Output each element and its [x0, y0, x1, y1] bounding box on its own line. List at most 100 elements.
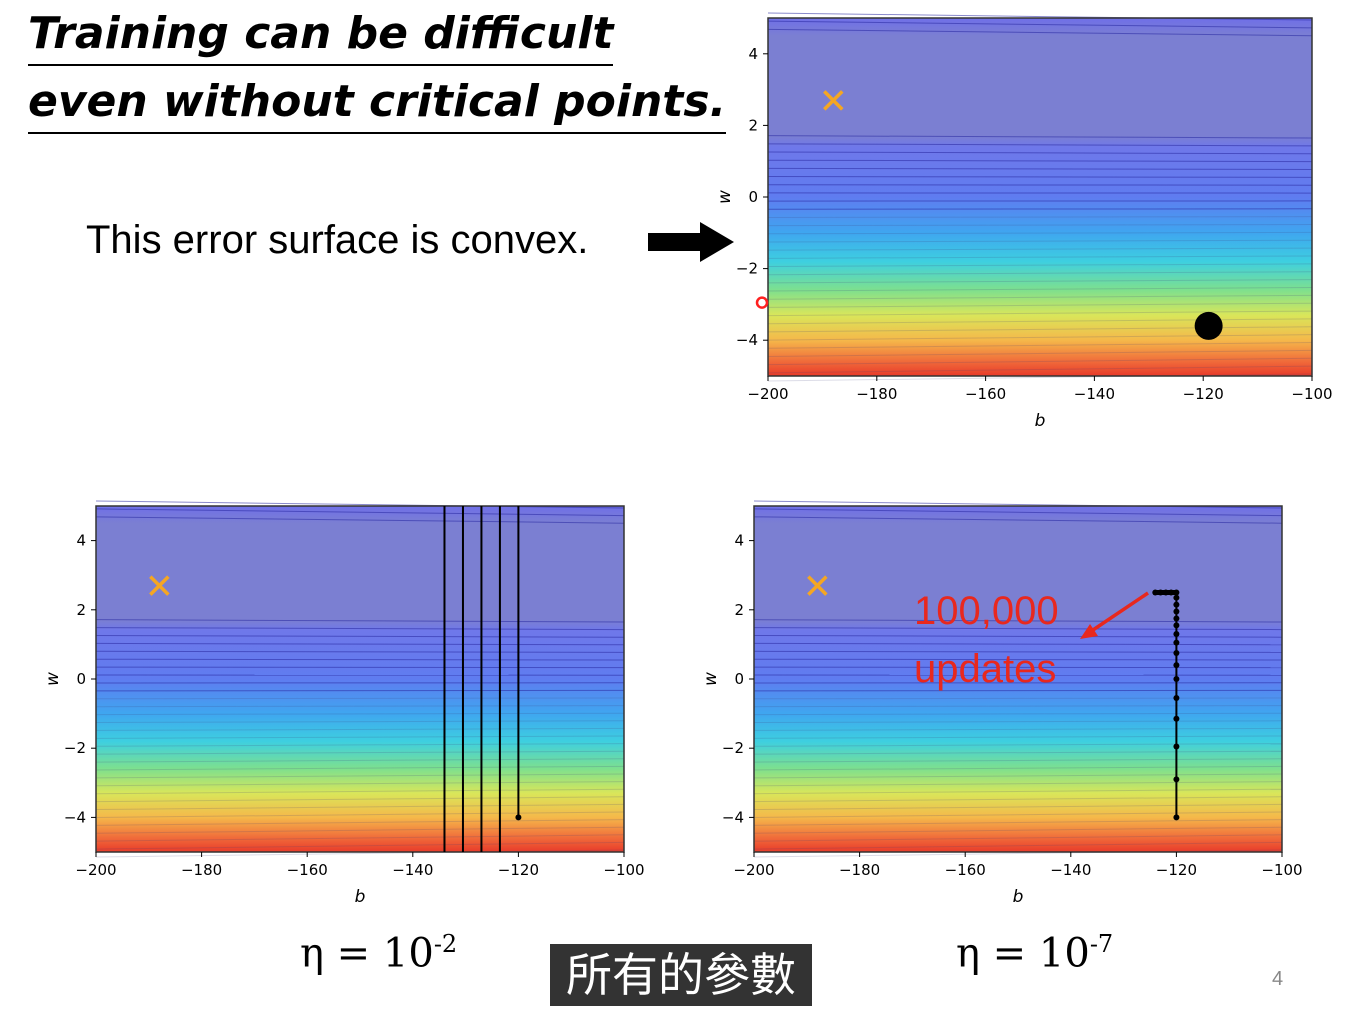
contour-line [95, 735, 625, 739]
path-point [1173, 662, 1180, 669]
contour-line [95, 826, 625, 834]
path-point [1173, 615, 1180, 622]
contour-line [753, 834, 1283, 842]
contour-line [753, 627, 1283, 631]
contour-line [753, 735, 1283, 739]
contour-line [767, 357, 1313, 366]
x-tick-label: −120 [1156, 861, 1197, 879]
contour-line [767, 231, 1313, 235]
contour-line [767, 135, 1313, 139]
contour-line [767, 224, 1313, 227]
contour-line [753, 788, 1283, 795]
x-tick-label: −200 [75, 861, 116, 879]
contour-line [95, 508, 625, 517]
contour-line [95, 727, 625, 731]
descent-path [1152, 589, 1180, 821]
x-axis-label: b [1013, 887, 1024, 907]
x-tick-label: −200 [747, 385, 788, 403]
contour-line [753, 720, 1283, 724]
slide-title-line-1: Training can be difficult [28, 6, 614, 66]
y-tick-label: −4 [736, 331, 758, 349]
contour-line [767, 151, 1313, 155]
y-tick-label: 4 [76, 532, 86, 550]
contour-line [753, 712, 1283, 716]
contour-line [767, 28, 1313, 37]
descent-path [443, 506, 522, 852]
contour-line [95, 834, 625, 842]
y-tick-label: −4 [64, 808, 86, 826]
eta-label-left: η = 10-2 [300, 930, 457, 976]
eta-label-right: η = 10-7 [956, 930, 1113, 976]
path-point [1173, 650, 1180, 657]
contour-line [767, 143, 1313, 147]
right-arrow-icon [648, 222, 734, 262]
contour-lines [95, 500, 625, 858]
contour-line [767, 255, 1313, 259]
start-point [1194, 311, 1223, 340]
x-tick-label: −100 [1291, 385, 1332, 403]
contour-line [767, 294, 1313, 300]
y-tick-label: −4 [722, 808, 744, 826]
contour-line [753, 826, 1283, 834]
contour-line [95, 642, 625, 646]
y-tick-label: −2 [64, 739, 86, 757]
contour-line [767, 159, 1313, 163]
annotation-arrow-icon [1080, 591, 1149, 639]
contour-line [95, 773, 625, 779]
gradient-descent-plot-small-lr: −200 −180 −160 −140 −120 −100 −4 −2 0 2 4 b w 100,000… [701, 500, 1303, 907]
contour-line [95, 796, 625, 803]
contour-line [95, 516, 625, 524]
contour-line [753, 849, 1283, 858]
contour-line [767, 216, 1313, 218]
contour-line [95, 750, 625, 755]
x-axis-label: b [1035, 411, 1046, 431]
contour-line [767, 271, 1313, 276]
convex-statement: This error surface is convex. [86, 218, 589, 262]
y-tick-label: 4 [748, 45, 758, 63]
contour-line [95, 627, 625, 631]
y-tick-label: 0 [748, 188, 758, 206]
contour-line [753, 781, 1283, 787]
contour-line [767, 349, 1313, 357]
eta-left-base: η = 10 [300, 930, 434, 977]
x-tick-label: −160 [965, 385, 1006, 403]
y-axis-label: w [43, 672, 63, 686]
x-tick-label: −100 [603, 861, 644, 879]
contour-line [753, 658, 1283, 661]
contour-line [767, 286, 1313, 292]
x-tick-label: −180 [856, 385, 897, 403]
contour-line [767, 167, 1313, 170]
contour-line [753, 765, 1283, 771]
y-tick-label: 2 [734, 601, 744, 619]
y-axis-label: w [715, 190, 735, 204]
path-point [1173, 743, 1180, 750]
target-marker [807, 575, 828, 596]
x-tick-label: −200 [733, 861, 774, 879]
cursor-ring-icon [755, 296, 769, 309]
path-point [1173, 776, 1180, 783]
contour-line [767, 176, 1313, 178]
y-tick-label: 4 [734, 532, 744, 550]
contour-line [95, 849, 625, 858]
contour-line [767, 373, 1313, 382]
x-tick-label: −140 [1050, 861, 1091, 879]
contour-line [753, 500, 1283, 509]
annotation-line-2: updates [914, 647, 1056, 691]
contour-line [753, 743, 1283, 747]
x-tick-label: −140 [392, 861, 433, 879]
y-tick-label: −2 [722, 739, 744, 757]
y-tick-label: −2 [736, 260, 758, 278]
contour-line [753, 758, 1283, 763]
x-tick-label: −140 [1074, 385, 1115, 403]
surface-fill [754, 506, 1282, 852]
contour-line [95, 697, 625, 700]
path-start-point [515, 814, 522, 821]
x-tick-label: −180 [181, 861, 222, 879]
x-tick-label: −120 [498, 861, 539, 879]
path-point [1173, 631, 1180, 638]
contour-line [767, 318, 1313, 325]
path-point [1173, 715, 1180, 722]
surface-fill [96, 506, 624, 852]
annotation-line-1: 100,000 [914, 589, 1059, 633]
y-axis-label: w [701, 672, 721, 686]
